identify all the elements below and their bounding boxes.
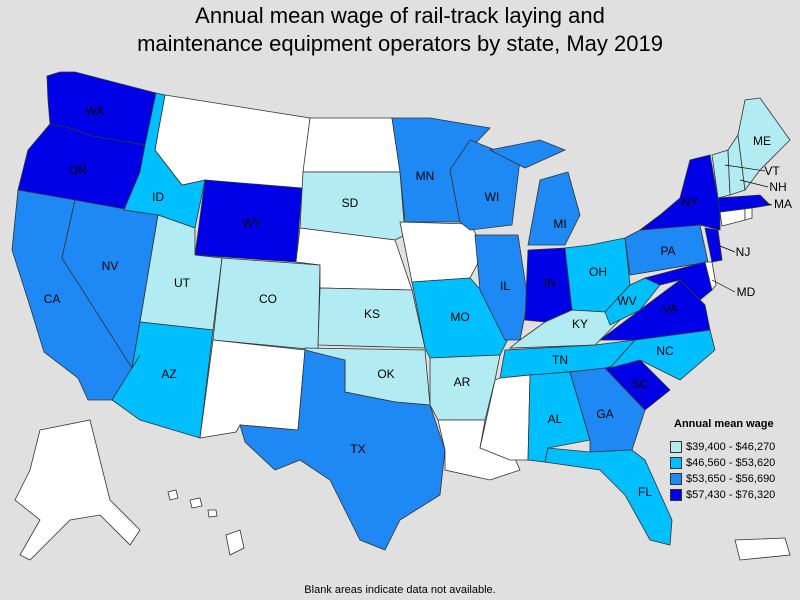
state-label-pa: PA (660, 244, 675, 258)
state-label-wy: WY (242, 216, 261, 230)
state-pa (624, 224, 709, 276)
state-label-mo: MO (450, 310, 469, 324)
state-label-ga: GA (596, 407, 613, 421)
state-labels: WA OR CA NV ID WY UT CO AZ SD KS OK TX M… (44, 104, 792, 499)
state-label-ok: OK (377, 367, 394, 381)
state-mt (154, 94, 311, 191)
label-leader-lines (711, 164, 773, 293)
title-line-2: maintenance equipment operators by state… (137, 31, 663, 56)
state-label-ks: KS (364, 307, 380, 321)
state-ny (638, 154, 721, 231)
state-ia (399, 221, 486, 283)
state-nm (199, 339, 306, 439)
leader-line-ma (764, 202, 773, 206)
legend-title: Annual mean wage (674, 418, 774, 430)
footnote: Blank areas indicate data not available. (304, 584, 496, 596)
state-label-nc: NC (656, 344, 674, 358)
state-pr (734, 537, 791, 561)
state-label-ma: MA (774, 197, 792, 211)
state-fl (544, 447, 673, 546)
legend-label-2: $46,560 - $53,620 (686, 457, 776, 469)
state-label-az: AZ (161, 367, 176, 381)
state-label-me: ME (753, 134, 771, 148)
state-label-tx: TX (350, 442, 365, 456)
leader-line-vt (724, 164, 766, 172)
legend-swatch-3 (670, 473, 682, 485)
state-label-or: OR (69, 163, 87, 177)
state-de (704, 261, 717, 291)
state-az (111, 321, 214, 439)
state-label-va: VA (662, 302, 677, 316)
state-label-ca: CA (44, 292, 61, 306)
state-nd (302, 117, 401, 173)
state-nj (704, 227, 723, 263)
state-ma (717, 194, 771, 213)
state-label-vt: VT (764, 164, 780, 178)
state-label-co: CO (259, 292, 277, 306)
state-tx (239, 349, 446, 551)
state-label-wi: WI (485, 190, 500, 204)
state-label-al: AL (548, 412, 563, 426)
map-title: Annual mean wage of rail-track laying an… (0, 2, 800, 58)
legend-label-1: $39,400 - $46,270 (686, 441, 776, 453)
state-label-nj: NJ (736, 245, 751, 259)
state-sd (299, 171, 406, 241)
state-label-ar: AR (454, 375, 471, 389)
state-label-mn: MN (416, 169, 435, 183)
state-label-ut: UT (174, 276, 191, 290)
legend-swatch-1 (670, 441, 682, 453)
state-hi (167, 489, 245, 556)
legend-label-3: $53,650 - $56,690 (686, 473, 776, 485)
legend-swatch-4 (670, 489, 682, 501)
state-ri (744, 207, 753, 221)
state-wi (449, 139, 521, 231)
legend: Annual mean wage $39,400 - $46,270 $46,5… (670, 418, 798, 503)
state-me (737, 97, 791, 192)
state-label-ny: NY (682, 195, 699, 209)
title-line-1: Annual mean wage of rail-track laying an… (195, 3, 605, 28)
state-label-mi: MI (553, 217, 566, 231)
leader-line-nj (719, 245, 736, 253)
state-ak (14, 419, 141, 561)
legend-item: $46,560 - $53,620 (670, 455, 798, 471)
leader-line-md (711, 279, 736, 293)
state-mi (488, 139, 581, 246)
legend-label-4: $57,430 - $76,320 (686, 489, 776, 501)
state-label-tn: TN (552, 353, 568, 367)
state-label-ky: KY (572, 317, 588, 331)
state-label-in: IN (544, 276, 556, 290)
leader-line-nh (739, 179, 769, 188)
legend-item: $57,430 - $76,320 (670, 487, 798, 503)
legend-item: $53,650 - $56,690 (670, 471, 798, 487)
state-label-wv: WV (617, 294, 636, 308)
state-label-nh: NH (769, 180, 786, 194)
legend-swatch-2 (670, 457, 682, 469)
state-label-sc: SC (632, 377, 649, 391)
legend-item: $39,400 - $46,270 (670, 439, 798, 455)
state-label-fl: FL (638, 485, 652, 499)
state-label-wa: WA (86, 104, 105, 118)
state-label-oh: OH (589, 265, 607, 279)
state-label-nv: NV (102, 259, 119, 273)
state-label-il: IL (500, 279, 510, 293)
state-label-id: ID (152, 190, 164, 204)
state-label-md: MD (737, 285, 756, 299)
state-label-sd: SD (342, 196, 359, 210)
state-la (437, 419, 521, 481)
